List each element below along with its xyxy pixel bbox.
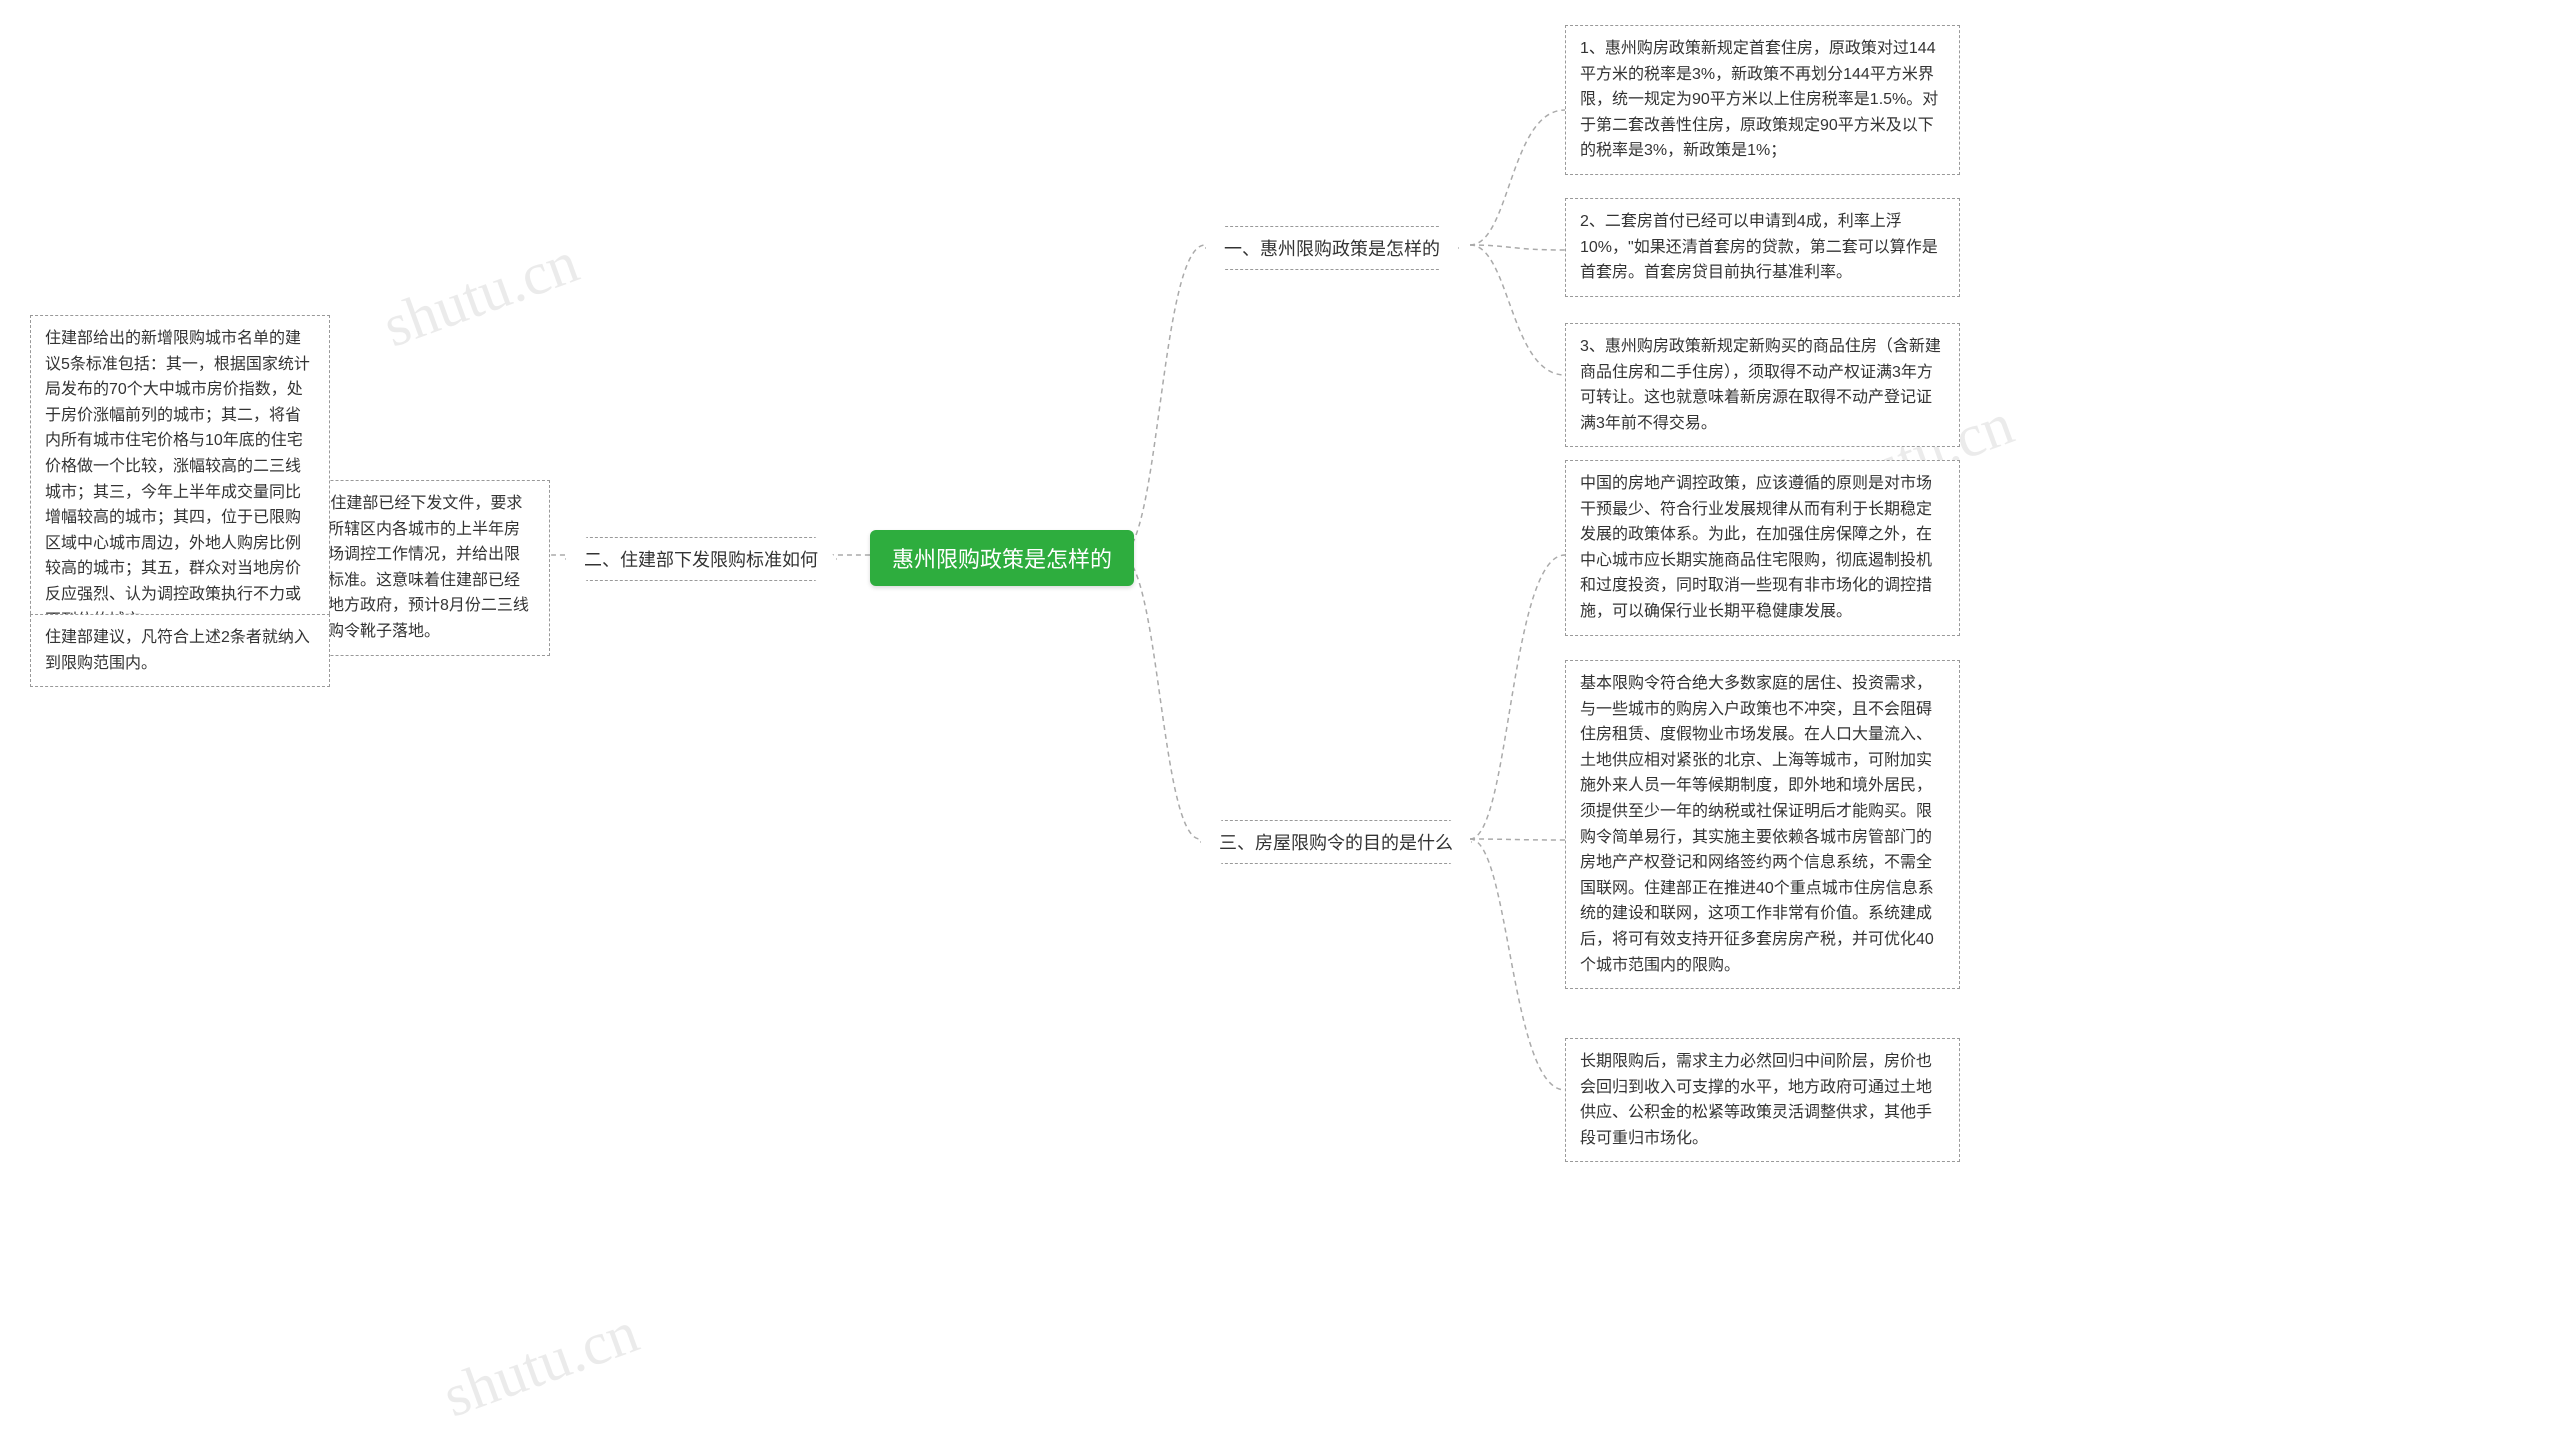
leaf-node[interactable]: 1、惠州购房政策新规定首套住房，原政策对过144平方米的税率是3%，新政策不再划… <box>1565 25 1960 175</box>
connector <box>1470 245 1565 250</box>
branch-header-1[interactable]: 一、惠州限购政策是怎样的 <box>1205 226 1459 270</box>
connector <box>1120 555 1200 839</box>
leaf-node[interactable]: 基本限购令符合绝大多数家庭的居住、投资需求，与一些城市的购房入户政策也不冲突，且… <box>1565 660 1960 989</box>
connector <box>1470 555 1565 839</box>
center-node[interactable]: 惠州限购政策是怎样的 <box>870 530 1134 586</box>
leaf-node[interactable]: 长期限购后，需求主力必然回归中间阶层，房价也会回归到收入可支撑的水平，地方政府可… <box>1565 1038 1960 1162</box>
watermark: shutu.cn <box>434 1298 647 1431</box>
leaf-node[interactable]: 中国的房地产调控政策，应该遵循的原则是对市场干预最少、符合行业发展规律从而有利于… <box>1565 460 1960 636</box>
leaf-node[interactable]: 3、惠州购房政策新规定新购买的商品住房（含新建商品住房和二手住房），须取得不动产… <box>1565 323 1960 447</box>
leaf-node[interactable]: 住建部建议，凡符合上述2条者就纳入到限购范围内。 <box>30 614 330 687</box>
watermark: shutu.cn <box>374 228 587 362</box>
branch-header-2[interactable]: 二、住建部下发限购标准如何 <box>565 537 837 581</box>
connector <box>1470 110 1565 245</box>
connector <box>1470 839 1565 840</box>
branch-header-3[interactable]: 三、房屋限购令的目的是什么 <box>1200 820 1472 864</box>
leaf-node[interactable]: 住建部给出的新增限购城市名单的建议5条标准包括：其一，根据国家统计局发布的70个… <box>30 315 330 644</box>
leaf-node[interactable]: 2、二套房首付已经可以申请到4成，利率上浮10%，"如果还清首套房的贷款，第二套… <box>1565 198 1960 297</box>
connector-layer <box>0 0 2560 1399</box>
connector <box>1120 245 1205 555</box>
connector <box>1470 839 1565 1090</box>
connector <box>1470 245 1565 375</box>
